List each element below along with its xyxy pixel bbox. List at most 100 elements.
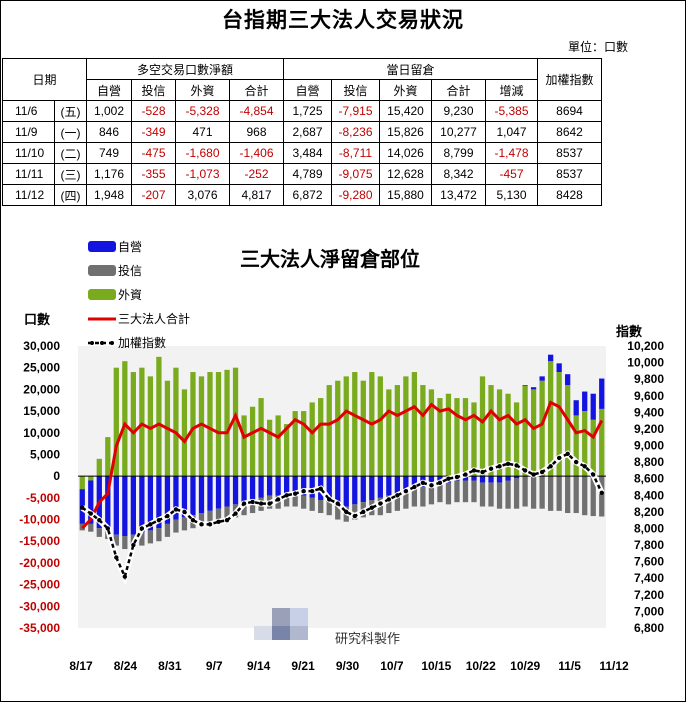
total-line	[81, 400, 604, 530]
table-cell: 6,872	[283, 184, 332, 206]
dealer-bar	[232, 476, 239, 505]
index-point	[454, 474, 460, 480]
y-axis-label: 口數	[24, 312, 50, 327]
foreign-bar	[113, 367, 119, 477]
trust-bar	[522, 476, 528, 507]
foreign-bar	[105, 437, 111, 477]
foreign-bar	[590, 419, 596, 477]
dealer-bar	[241, 476, 247, 503]
trust-bar	[113, 534, 119, 546]
table-cell: 12,628	[379, 163, 432, 185]
trust-bar	[496, 482, 503, 509]
table-cell: 8642	[537, 121, 602, 143]
table-cell: -9,280	[331, 184, 380, 206]
index-point	[207, 522, 213, 527]
foreign-bar	[360, 380, 366, 477]
table-cell: 471	[175, 121, 230, 143]
legend-label: 加權指數	[118, 335, 166, 350]
dealer-bar	[173, 476, 179, 520]
row-weekday: (四)	[54, 184, 87, 206]
dealer-bar	[539, 376, 545, 381]
index-point	[386, 497, 392, 502]
dealer-bar	[411, 476, 418, 490]
chart-title: 三大法人淨留倉部位	[240, 247, 420, 271]
foreign-bar	[198, 376, 205, 477]
y2-tick-label: 9,600	[634, 389, 664, 403]
x-tick-label: 11/12	[599, 659, 629, 673]
x-tick-label: 9/21	[291, 659, 315, 673]
trust-bar	[454, 480, 460, 503]
y-tick-label: -20,000	[19, 556, 60, 570]
dealer-bar	[573, 400, 579, 416]
index-point	[565, 451, 570, 457]
index-point	[114, 555, 119, 560]
table-cell: 10,277	[431, 121, 486, 143]
dealer-bar	[369, 476, 375, 501]
y-tick-label: -35,000	[19, 621, 60, 635]
table-cell: -4,854	[229, 100, 284, 122]
dealer-bar	[522, 385, 528, 386]
trust-bar	[428, 484, 435, 505]
line-series	[80, 400, 605, 586]
foreign-bar	[513, 402, 520, 477]
index-point	[216, 519, 221, 525]
x-tick-label: 10/29	[510, 659, 540, 673]
dealer-bar	[462, 476, 469, 481]
y2-tick-label: 8,800	[634, 455, 664, 469]
table-cell: 9,230	[431, 100, 486, 122]
index-point	[199, 522, 204, 527]
watermark-text: 研究科製作	[335, 631, 400, 646]
y-axis-left: 30,000 25,000 20,000 15,000 10,000 5,000 0 -5,0…	[19, 339, 60, 635]
foreign-bar	[224, 369, 230, 477]
foreign-bar	[403, 376, 409, 477]
trust-bar	[164, 523, 171, 537]
index-point	[105, 526, 111, 531]
index-point	[327, 497, 332, 502]
dealer-bar	[377, 476, 383, 498]
foreign-bar	[471, 402, 477, 477]
table-cell: 1,176	[86, 163, 132, 185]
dealer-bar	[548, 354, 554, 362]
dealer-bar	[582, 391, 588, 412]
y2-tick-label: 7,600	[634, 555, 664, 569]
trust-bar	[590, 476, 596, 517]
x-tick-label: 8/17	[69, 659, 93, 673]
foreign-bar	[394, 385, 400, 477]
y-tick-label: 0	[53, 469, 60, 483]
table-cell: -457	[485, 163, 538, 185]
dealer-bar	[284, 476, 290, 494]
watermark-block	[290, 626, 308, 640]
table-row: 11/12 (四) 1,948 -207 3,076 4,817 6,872 -9,280 15…	[2, 184, 602, 206]
dealer-bar	[301, 476, 307, 496]
y2-tick-label: 9,200	[634, 422, 664, 436]
col-header: 投信	[331, 79, 380, 101]
index-point	[250, 499, 255, 505]
dealer-bar	[599, 378, 605, 409]
foreign-bar	[130, 372, 136, 477]
trust-bar	[309, 497, 315, 511]
foreign-bar	[292, 411, 298, 477]
index-point	[122, 574, 128, 579]
col-header: 外資	[175, 79, 230, 101]
index-point	[156, 517, 162, 523]
x-tick-label: 8/31	[158, 659, 182, 673]
foreign-bar	[462, 398, 469, 477]
x-tick-label: 9/30	[336, 659, 360, 673]
legend-swatch-dot	[90, 341, 94, 345]
foreign-bar	[445, 393, 452, 477]
row-date: 11/9	[2, 121, 55, 143]
watermark: 研究科製作	[254, 608, 400, 646]
dealer-bar	[181, 476, 188, 518]
index-point	[284, 493, 289, 498]
date-header: 日期	[2, 58, 87, 101]
watermark-block	[272, 608, 290, 626]
col-header: 自營	[86, 79, 132, 101]
row-weekday: (一)	[54, 121, 87, 143]
foreign-bar	[173, 367, 179, 477]
table-cell: 15,420	[379, 100, 432, 122]
y-tick-label: 5,000	[30, 447, 60, 461]
trust-bar	[565, 476, 571, 514]
table-cell: -475	[131, 142, 176, 164]
table-cell: -207	[131, 184, 176, 206]
trust-bar	[147, 530, 154, 544]
